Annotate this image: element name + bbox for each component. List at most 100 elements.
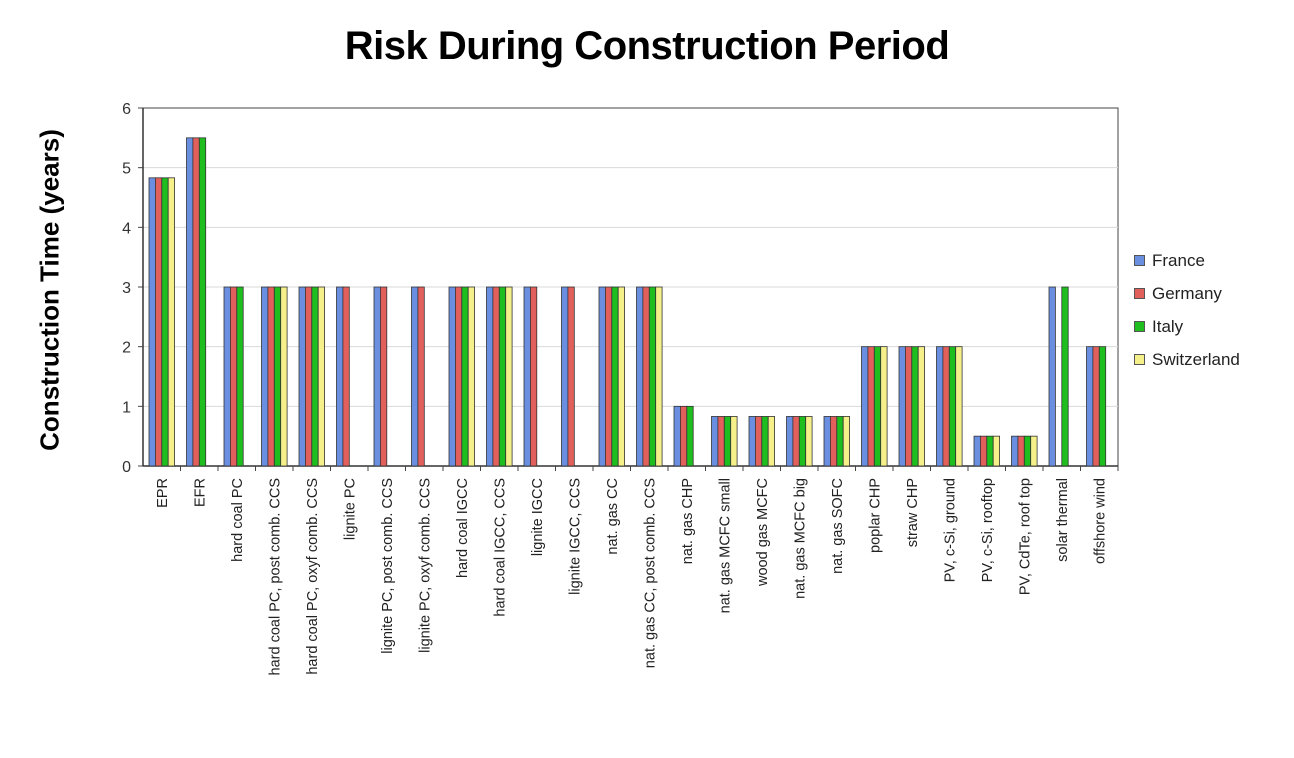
bar	[1086, 346, 1094, 467]
bar	[161, 177, 169, 467]
bar	[605, 286, 613, 467]
bar	[1061, 286, 1069, 467]
bar	[1048, 286, 1056, 467]
bar	[148, 177, 156, 467]
bar	[680, 405, 688, 467]
x-tick-label: PV, CdTe, roof top	[1017, 478, 1033, 595]
bar	[530, 286, 538, 467]
bar	[611, 286, 619, 467]
bar	[767, 416, 776, 467]
bar	[723, 416, 732, 467]
y-tick-label: 4	[122, 220, 131, 237]
bar	[448, 286, 456, 467]
bar	[567, 286, 575, 467]
bar	[198, 137, 207, 467]
x-tick-label: lignite PC, post comb. CCS	[380, 478, 396, 654]
bar	[598, 286, 606, 467]
bar	[786, 416, 794, 467]
legend-label: France	[1152, 250, 1205, 270]
legend-swatch	[1134, 354, 1145, 365]
x-tick-label: nat. gas CHP	[680, 478, 696, 564]
bar	[992, 435, 1001, 467]
bar	[167, 177, 175, 467]
bar	[1023, 435, 1032, 467]
bar	[505, 286, 513, 467]
bar	[379, 286, 388, 467]
bar	[1017, 435, 1025, 467]
bar	[1030, 435, 1038, 467]
bar	[1011, 435, 1019, 467]
bar	[655, 286, 663, 467]
x-tick-label: nat. gas MCFC small	[717, 478, 733, 613]
x-tick-label: solar thermal	[1055, 478, 1071, 562]
bar	[486, 286, 494, 467]
y-tick-label: 0	[122, 459, 131, 476]
y-tick-label: 2	[122, 340, 131, 357]
bar	[955, 346, 963, 467]
x-tick-label: poplar CHP	[867, 478, 883, 553]
x-tick-label: nat. gas SOFC	[830, 478, 846, 574]
bar	[317, 286, 326, 467]
bar	[973, 435, 981, 467]
bar	[711, 416, 719, 467]
bar	[1092, 346, 1100, 467]
bar	[717, 416, 725, 467]
bar	[861, 346, 869, 467]
bar	[748, 416, 756, 467]
x-tick-label: hard coal PC, oxyf comb. CCS	[305, 478, 321, 675]
bar	[755, 416, 763, 467]
x-tick-label: PV, c-Si, ground	[942, 478, 958, 582]
legend-item: Germany	[1134, 277, 1240, 310]
bar	[261, 286, 269, 467]
x-tick-label: lignite IGCC	[530, 478, 546, 556]
bar	[267, 286, 275, 467]
bar	[523, 286, 531, 467]
x-tick-label: straw CHP	[905, 478, 921, 547]
bar	[805, 416, 813, 467]
bar	[673, 405, 681, 467]
legend-swatch	[1134, 255, 1145, 266]
y-tick-label: 1	[122, 399, 131, 416]
bar	[492, 286, 500, 467]
bar	[561, 286, 569, 467]
bar	[304, 286, 313, 467]
bar	[842, 416, 851, 467]
bar	[836, 416, 844, 467]
bar	[223, 286, 231, 467]
x-tick-label: lignite IGCC, CCS	[567, 478, 583, 595]
y-tick-label: 3	[122, 280, 131, 297]
legend-swatch	[1134, 288, 1145, 299]
bar	[942, 346, 950, 467]
bar	[905, 346, 913, 467]
bar	[342, 286, 350, 467]
x-tick-label: hard coal IGCC	[455, 478, 471, 578]
x-tick-label: EFR	[192, 478, 208, 507]
bar	[154, 177, 163, 467]
bar	[642, 286, 650, 467]
legend: France Germany Italy Switzerland	[1134, 244, 1240, 376]
bar	[980, 435, 988, 467]
legend-label: Germany	[1152, 283, 1222, 303]
x-tick-label: hard coal PC, post comb. CCS	[267, 478, 283, 675]
x-tick-label: lignite PC	[342, 478, 358, 540]
bar	[830, 416, 838, 467]
x-tick-label: EPR	[155, 478, 171, 508]
bar	[911, 346, 919, 467]
bar	[686, 405, 694, 467]
bar	[617, 286, 626, 467]
bar	[336, 286, 344, 467]
bar	[867, 346, 875, 467]
legend-item: Switzerland	[1134, 343, 1240, 376]
bar	[454, 286, 463, 467]
legend-label: Switzerland	[1152, 349, 1240, 369]
y-tick-label: 5	[122, 161, 131, 178]
bar	[880, 346, 888, 467]
x-tick-label: PV, c-Si, rooftop	[980, 478, 996, 582]
x-tick-label: wood gas MCFC	[755, 478, 771, 587]
bar	[273, 286, 282, 467]
bar	[186, 137, 194, 467]
bar	[417, 286, 425, 467]
bar	[236, 286, 244, 467]
x-tick-label: lignite PC, oxyf comb. CCS	[417, 478, 433, 653]
